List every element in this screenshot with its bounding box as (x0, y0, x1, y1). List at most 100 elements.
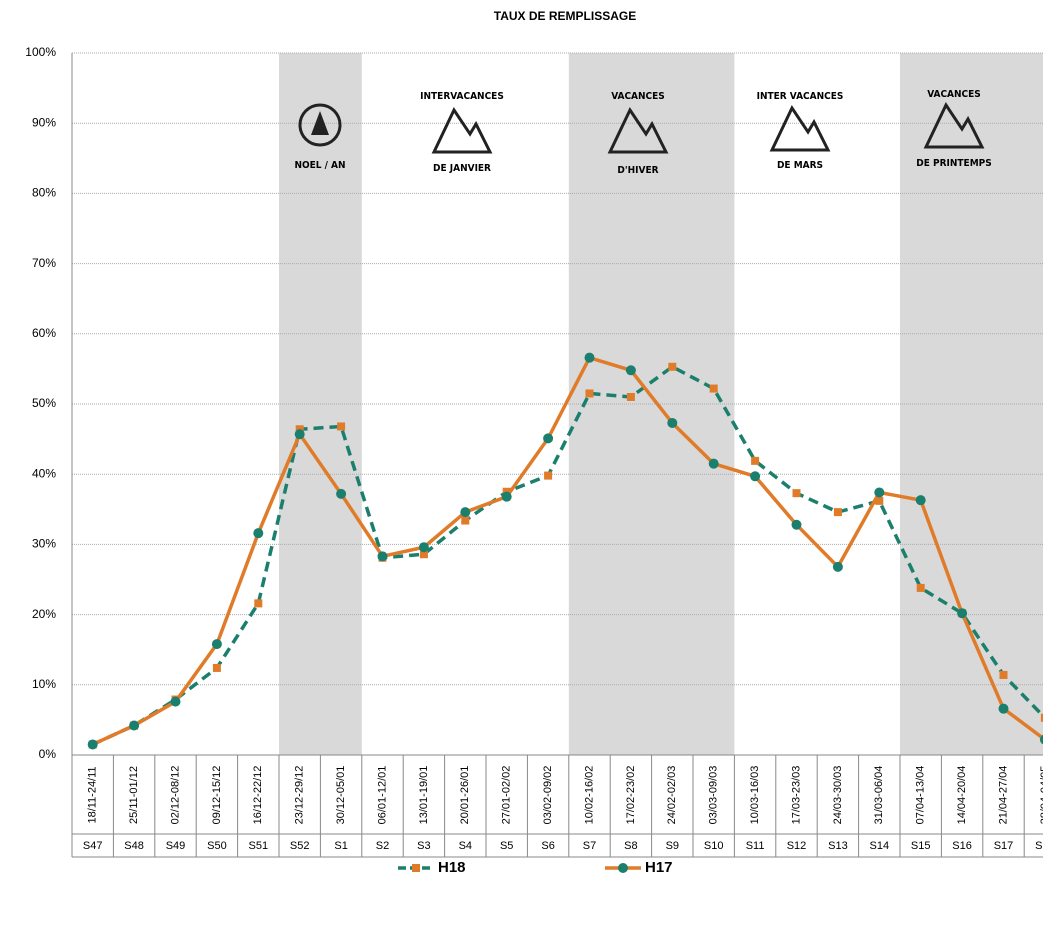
y-tick-label: 90% (32, 115, 56, 129)
icon (298, 103, 342, 147)
marker (418, 542, 429, 553)
x-tick-label: 13/01-19/01 (418, 766, 430, 825)
week-label: S15 (911, 840, 931, 852)
week-label: S2 (376, 840, 389, 852)
week-label: S13 (828, 840, 848, 852)
legend-marker (412, 864, 420, 872)
x-tick-label: 20/01-26/01 (459, 766, 471, 825)
week-label: S47 (83, 840, 103, 852)
y-tick-label: 30% (32, 537, 56, 551)
week-label: S8 (624, 840, 637, 852)
x-tick-label: 03/02-09/02 (542, 766, 554, 825)
x-tick-label: 21/04-27/04 (997, 766, 1009, 825)
annotation: VACANCES (611, 91, 665, 102)
week-label: S16 (952, 840, 972, 852)
holiday-band (568, 53, 735, 755)
week-label: S50 (207, 840, 227, 852)
marker (585, 389, 594, 398)
marker (915, 495, 926, 506)
week-label: S9 (666, 840, 679, 852)
annotation: NOEL / AN (294, 160, 345, 171)
marker (419, 550, 428, 559)
x-tick-label: 24/02-02/03 (666, 766, 678, 825)
legend-label: H17 (645, 859, 673, 876)
y-tick-label: 40% (32, 466, 56, 480)
marker (460, 507, 471, 518)
week-label: S51 (249, 840, 269, 852)
y-tick-label: 20% (32, 607, 56, 621)
x-tick-label: 10/02-16/02 (583, 766, 595, 825)
x-tick-label: 23/12-29/12 (294, 766, 306, 825)
x-tick-label: 06/01-12/01 (376, 766, 388, 825)
marker (916, 583, 925, 592)
week-label: S10 (704, 840, 724, 852)
x-tick-label: 18/11-24/11 (87, 766, 99, 823)
marker (336, 488, 347, 499)
marker (874, 487, 885, 498)
marker (626, 392, 635, 401)
week-label: S1 (334, 840, 347, 852)
x-tick-label: 09/12-15/12 (211, 766, 223, 825)
y-tick-label: 10% (32, 677, 56, 691)
annotation: DE PRINTEMPS (916, 158, 991, 169)
marker (791, 519, 802, 530)
marker (170, 696, 181, 707)
icon (311, 111, 329, 135)
x-tick-label: 17/03-23/03 (790, 766, 802, 825)
x-tick-label: 30/12-05/01 (335, 766, 347, 825)
x-tick-label: 25/11-01/12 (128, 766, 140, 824)
marker (543, 433, 554, 444)
legend-label: H18 (438, 859, 466, 876)
icon (431, 106, 493, 154)
icon (769, 104, 831, 152)
marker (667, 417, 678, 428)
annotation: DE JANVIER (433, 163, 491, 174)
marker (792, 489, 801, 498)
marker (957, 608, 968, 619)
chart-title: TAUX DE REMPLISSAGE (494, 9, 636, 23)
x-tick-label: 14/04-20/04 (956, 766, 968, 825)
marker (1040, 713, 1043, 722)
week-label: S14 (870, 840, 890, 852)
marker (501, 491, 512, 502)
x-tick-label: 17/02-23/02 (625, 766, 637, 825)
marker (87, 739, 98, 750)
week-label: S5 (500, 840, 513, 852)
x-tick-label: 31/03-06/04 (873, 766, 885, 825)
marker (129, 720, 140, 731)
week-label: S4 (459, 840, 472, 852)
y-tick-label: 0% (39, 747, 57, 761)
annotation: VACANCES (927, 89, 981, 100)
x-tick-label: 10/03-16/03 (749, 766, 761, 825)
y-tick-label: 70% (32, 256, 56, 270)
week-label: S6 (541, 840, 554, 852)
x-tick-label: 28/04-04/05 (1039, 766, 1043, 825)
marker (625, 365, 636, 376)
week-label: S11 (746, 840, 765, 852)
series-line (91, 355, 1043, 747)
marker (461, 516, 470, 525)
annotation: DE MARS (777, 160, 823, 171)
x-tick-label: 03/03-09/03 (708, 766, 720, 825)
week-label: S52 (290, 840, 310, 852)
icon (923, 101, 985, 149)
x-tick-label: 16/12-22/12 (252, 766, 264, 825)
annotation: INTER VACANCES (757, 91, 844, 102)
marker (875, 496, 884, 505)
x-tick-label: 27/01-02/02 (501, 766, 513, 825)
marker (294, 429, 305, 440)
marker (1039, 734, 1043, 745)
marker (212, 663, 221, 672)
marker (544, 471, 553, 480)
marker (254, 599, 263, 608)
marker (751, 456, 760, 465)
marker (998, 703, 1009, 714)
annotation: INTERVACANCES (420, 91, 504, 102)
marker (999, 670, 1008, 679)
x-tick-label: 24/03-30/03 (832, 766, 844, 825)
y-tick-label: 100% (25, 45, 56, 59)
marker (832, 561, 843, 572)
marker (377, 551, 388, 562)
